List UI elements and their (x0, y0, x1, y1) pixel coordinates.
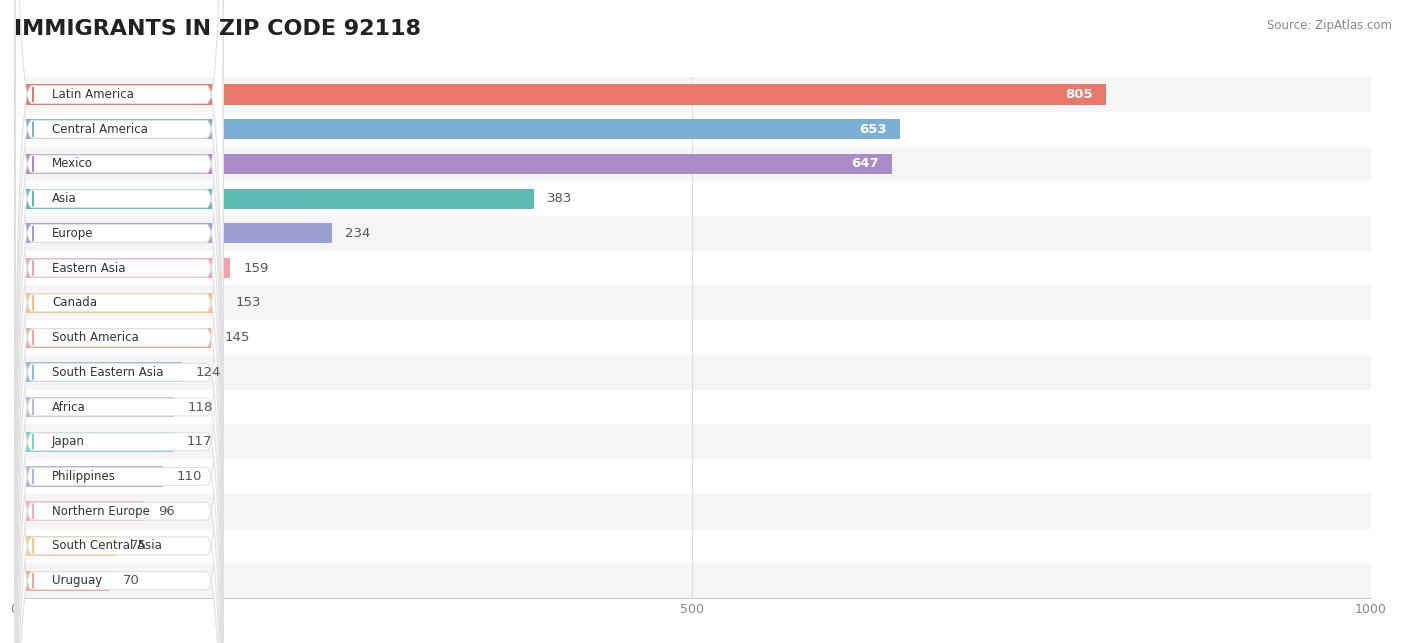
Bar (14, 119, 900, 140)
Bar (14, 501, 145, 521)
Bar (14, 285, 1371, 320)
Text: Source: ZipAtlas.com: Source: ZipAtlas.com (1267, 19, 1392, 32)
Text: South Central Asia: South Central Asia (52, 539, 162, 552)
FancyBboxPatch shape (15, 34, 224, 643)
Text: Northern Europe: Northern Europe (52, 505, 150, 518)
FancyBboxPatch shape (15, 0, 224, 643)
Text: 145: 145 (225, 331, 250, 344)
Text: 159: 159 (243, 262, 269, 275)
Text: Japan: Japan (52, 435, 84, 448)
Text: 110: 110 (177, 470, 202, 483)
Text: 118: 118 (188, 401, 214, 413)
Text: Philippines: Philippines (52, 470, 115, 483)
Text: 117: 117 (187, 435, 212, 448)
Bar (14, 563, 1371, 598)
Bar (14, 494, 1371, 529)
Bar (14, 536, 115, 556)
Text: Central America: Central America (52, 123, 148, 136)
FancyBboxPatch shape (15, 69, 224, 643)
FancyBboxPatch shape (15, 173, 224, 643)
FancyBboxPatch shape (15, 138, 224, 643)
Text: 70: 70 (122, 574, 139, 587)
Bar (14, 390, 1371, 424)
Bar (14, 258, 229, 278)
Bar (14, 188, 534, 209)
Text: IMMIGRANTS IN ZIP CODE 92118: IMMIGRANTS IN ZIP CODE 92118 (14, 19, 420, 39)
FancyBboxPatch shape (15, 0, 224, 572)
Bar (14, 84, 1107, 105)
Text: Mexico: Mexico (52, 158, 93, 170)
FancyBboxPatch shape (15, 0, 224, 643)
Text: 96: 96 (157, 505, 174, 518)
FancyBboxPatch shape (15, 0, 224, 537)
Text: 383: 383 (547, 192, 572, 205)
Text: Asia: Asia (52, 192, 77, 205)
Bar (14, 147, 1371, 181)
Bar (14, 154, 891, 174)
Bar (14, 327, 211, 348)
FancyBboxPatch shape (15, 0, 224, 641)
Bar (14, 251, 1371, 285)
Bar (14, 424, 1371, 459)
Text: Eastern Asia: Eastern Asia (52, 262, 125, 275)
Bar (14, 112, 1371, 147)
FancyBboxPatch shape (15, 0, 224, 643)
Text: 647: 647 (851, 158, 879, 170)
Text: 75: 75 (129, 539, 146, 552)
Text: South America: South America (52, 331, 139, 344)
Bar (14, 431, 173, 452)
Bar (14, 293, 222, 313)
Text: Canada: Canada (52, 296, 97, 309)
Bar (14, 362, 183, 383)
FancyBboxPatch shape (15, 0, 224, 606)
Bar (14, 181, 1371, 216)
Bar (14, 466, 163, 487)
Text: 805: 805 (1066, 88, 1092, 101)
Bar (14, 529, 1371, 563)
FancyBboxPatch shape (15, 0, 224, 643)
Bar (14, 397, 174, 417)
Text: 234: 234 (344, 227, 371, 240)
FancyBboxPatch shape (15, 0, 224, 502)
Bar (14, 459, 1371, 494)
Text: 153: 153 (235, 296, 260, 309)
FancyBboxPatch shape (15, 0, 224, 643)
Text: South Eastern Asia: South Eastern Asia (52, 366, 163, 379)
Text: 653: 653 (859, 123, 886, 136)
Text: Latin America: Latin America (52, 88, 134, 101)
Bar (14, 77, 1371, 112)
Bar (14, 216, 1371, 251)
Bar (14, 570, 110, 591)
Text: 124: 124 (195, 366, 221, 379)
FancyBboxPatch shape (15, 104, 224, 643)
Text: Uruguay: Uruguay (52, 574, 103, 587)
Bar (14, 355, 1371, 390)
Bar (14, 320, 1371, 355)
Bar (14, 223, 332, 244)
Text: Africa: Africa (52, 401, 86, 413)
Text: Europe: Europe (52, 227, 94, 240)
